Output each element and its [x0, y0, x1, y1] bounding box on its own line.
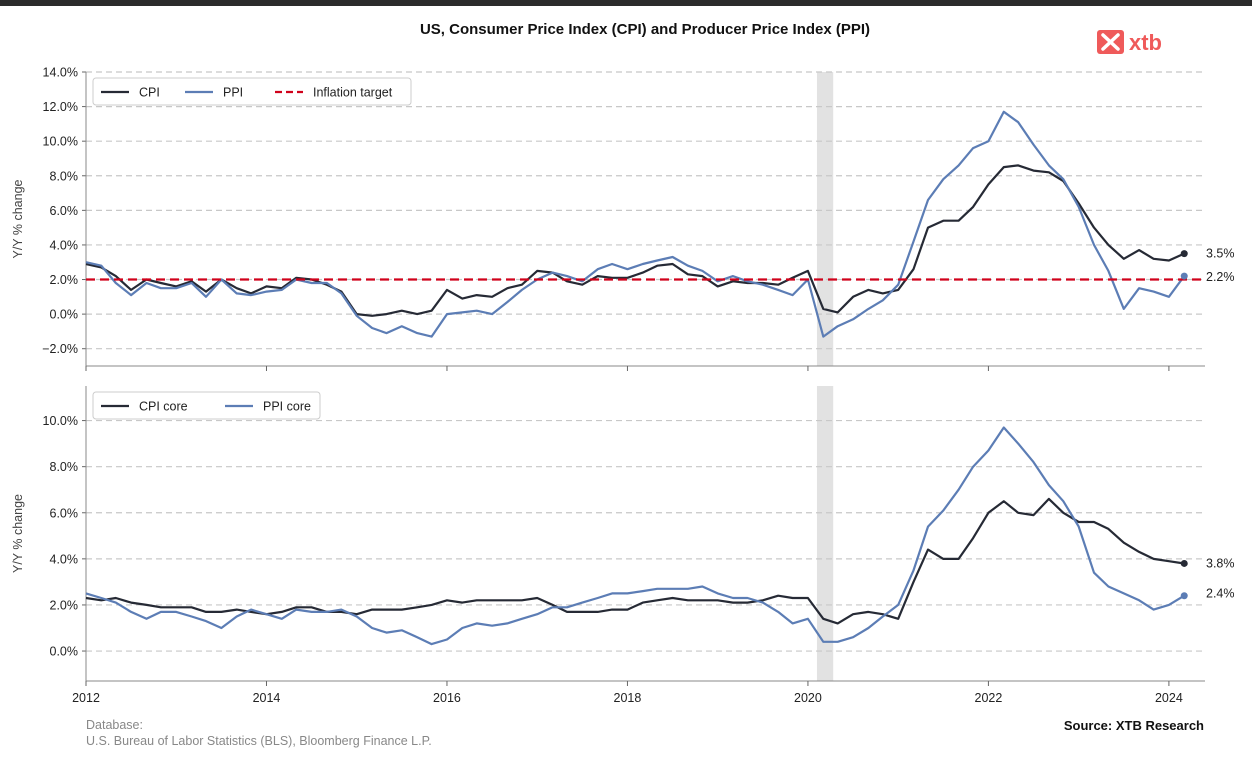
x-tick-label: 2012 — [72, 691, 100, 705]
legend: CPI core PPI core — [92, 391, 321, 420]
legend-box — [92, 391, 321, 420]
xtb-logo-cross — [1101, 33, 1120, 51]
series-line-ppi — [85, 110, 1186, 338]
y-axis-label: Y/Y % change — [11, 179, 25, 258]
source-label: Source: XTB Research — [1064, 718, 1204, 733]
x-tick-label: 2018 — [614, 691, 642, 705]
y-tick-label: 14.0% — [43, 66, 78, 80]
legend-box — [92, 77, 412, 106]
x-tick-label: 2014 — [253, 691, 281, 705]
series-line-ppi-core — [85, 426, 1185, 646]
legend: CPI PPI Inflation target — [92, 77, 412, 106]
y-tick-label: 0.0% — [50, 308, 79, 322]
recession-band — [816, 386, 834, 681]
xtb-logo: xtb — [1097, 30, 1162, 55]
y-tick-label: 10.0% — [43, 135, 78, 149]
series-end-marker — [1180, 592, 1188, 600]
y-tick-label: −2.0% — [42, 342, 78, 356]
x-tick-label: 2022 — [975, 691, 1003, 705]
legend-label: PPI core — [263, 400, 311, 414]
legend-label: CPI — [139, 86, 160, 100]
chart-title: US, Consumer Price Index (CPI) and Produ… — [420, 21, 870, 38]
legend-label: PPI — [223, 86, 243, 100]
y-tick-label: 8.0% — [50, 460, 79, 474]
x-tick-label: 2020 — [794, 691, 822, 705]
series-end-label: 2.2% — [1206, 270, 1235, 284]
y-tick-label: 2.0% — [50, 273, 79, 287]
core-panel: 0.0% 2.0% 4.0% 6.0% 8.0% 10.0% Y/Y % change 201… — [11, 386, 1235, 705]
y-tick-label: 6.0% — [50, 506, 79, 520]
y-axis-label: Y/Y % change — [11, 494, 25, 573]
y-tick-label: 0.0% — [50, 645, 79, 659]
legend-label: CPI core — [139, 400, 188, 414]
series-line-cpi-core — [85, 497, 1185, 625]
cpi-ppi-panel: −2.0% 0.0% 2.0% 4.0% 6.0% 8.0% 10.0% 12.0% 14.0%… — [11, 66, 1235, 371]
x-tick-label: 2016 — [433, 691, 461, 705]
y-tick-label: 8.0% — [50, 169, 79, 183]
xtb-logo-text: xtb — [1129, 30, 1162, 55]
series-end-label: 2.4% — [1206, 587, 1235, 601]
series-end-label: 3.8% — [1206, 556, 1235, 570]
chart-canvas: US, Consumer Price Index (CPI) and Produ… — [11, 21, 1235, 748]
legend-label: Inflation target — [313, 86, 393, 100]
series-end-marker — [1180, 250, 1188, 258]
y-tick-label: 4.0% — [50, 552, 79, 566]
y-tick-label: 2.0% — [50, 598, 79, 612]
database-label: Database: — [86, 718, 143, 732]
series-line-cpi — [85, 164, 1185, 317]
series-end-label: 3.5% — [1206, 247, 1235, 261]
y-tick-label: 6.0% — [50, 204, 79, 218]
y-tick-label: 4.0% — [50, 238, 79, 252]
series-end-marker — [1180, 559, 1188, 567]
recession-band — [816, 72, 834, 366]
series-end-marker — [1180, 272, 1188, 280]
x-tick-label: 2024 — [1155, 691, 1183, 705]
y-tick-label: 12.0% — [43, 100, 78, 114]
database-text: U.S. Bureau of Labor Statistics (BLS), B… — [86, 734, 432, 748]
y-tick-label: 10.0% — [43, 414, 78, 428]
chart-frame: US, Consumer Price Index (CPI) and Produ… — [0, 6, 1252, 757]
